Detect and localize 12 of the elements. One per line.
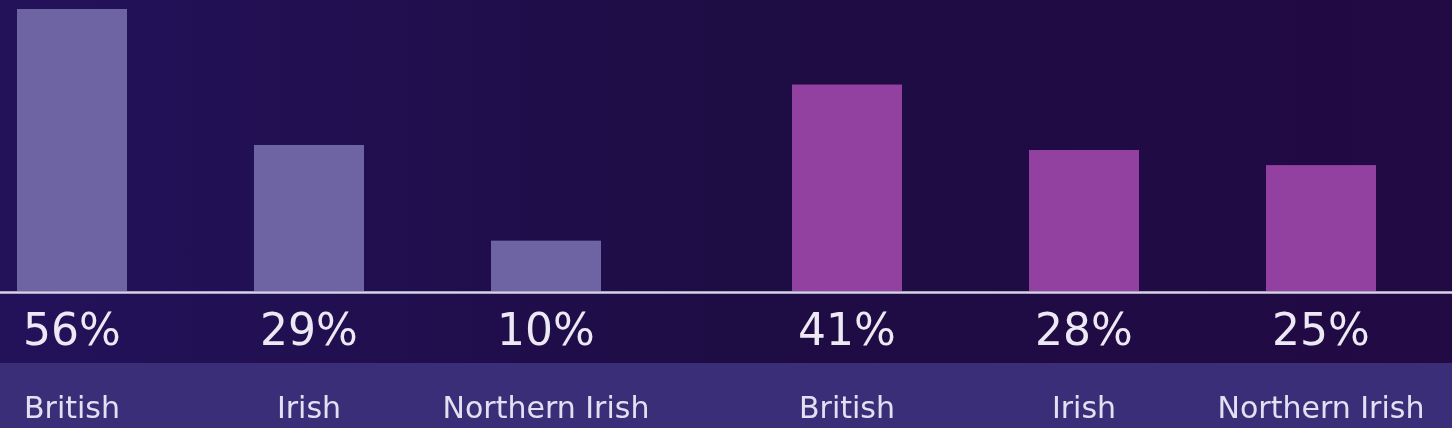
data-label: 25% <box>1272 304 1370 355</box>
x-tick-label: British <box>24 390 120 425</box>
data-label: 41% <box>798 304 896 355</box>
data-label: 29% <box>260 304 358 355</box>
data-label: 56% <box>23 304 121 355</box>
x-tick-label: Northern Irish <box>442 390 650 425</box>
x-tick-label: Irish <box>1051 390 1117 425</box>
x-tick-label: Northern Irish <box>1217 390 1425 425</box>
x-tick-label: Irish <box>276 390 342 425</box>
data-label: 10% <box>497 304 595 355</box>
data-label: 28% <box>1035 304 1133 355</box>
x-tick-label: British <box>799 390 895 425</box>
